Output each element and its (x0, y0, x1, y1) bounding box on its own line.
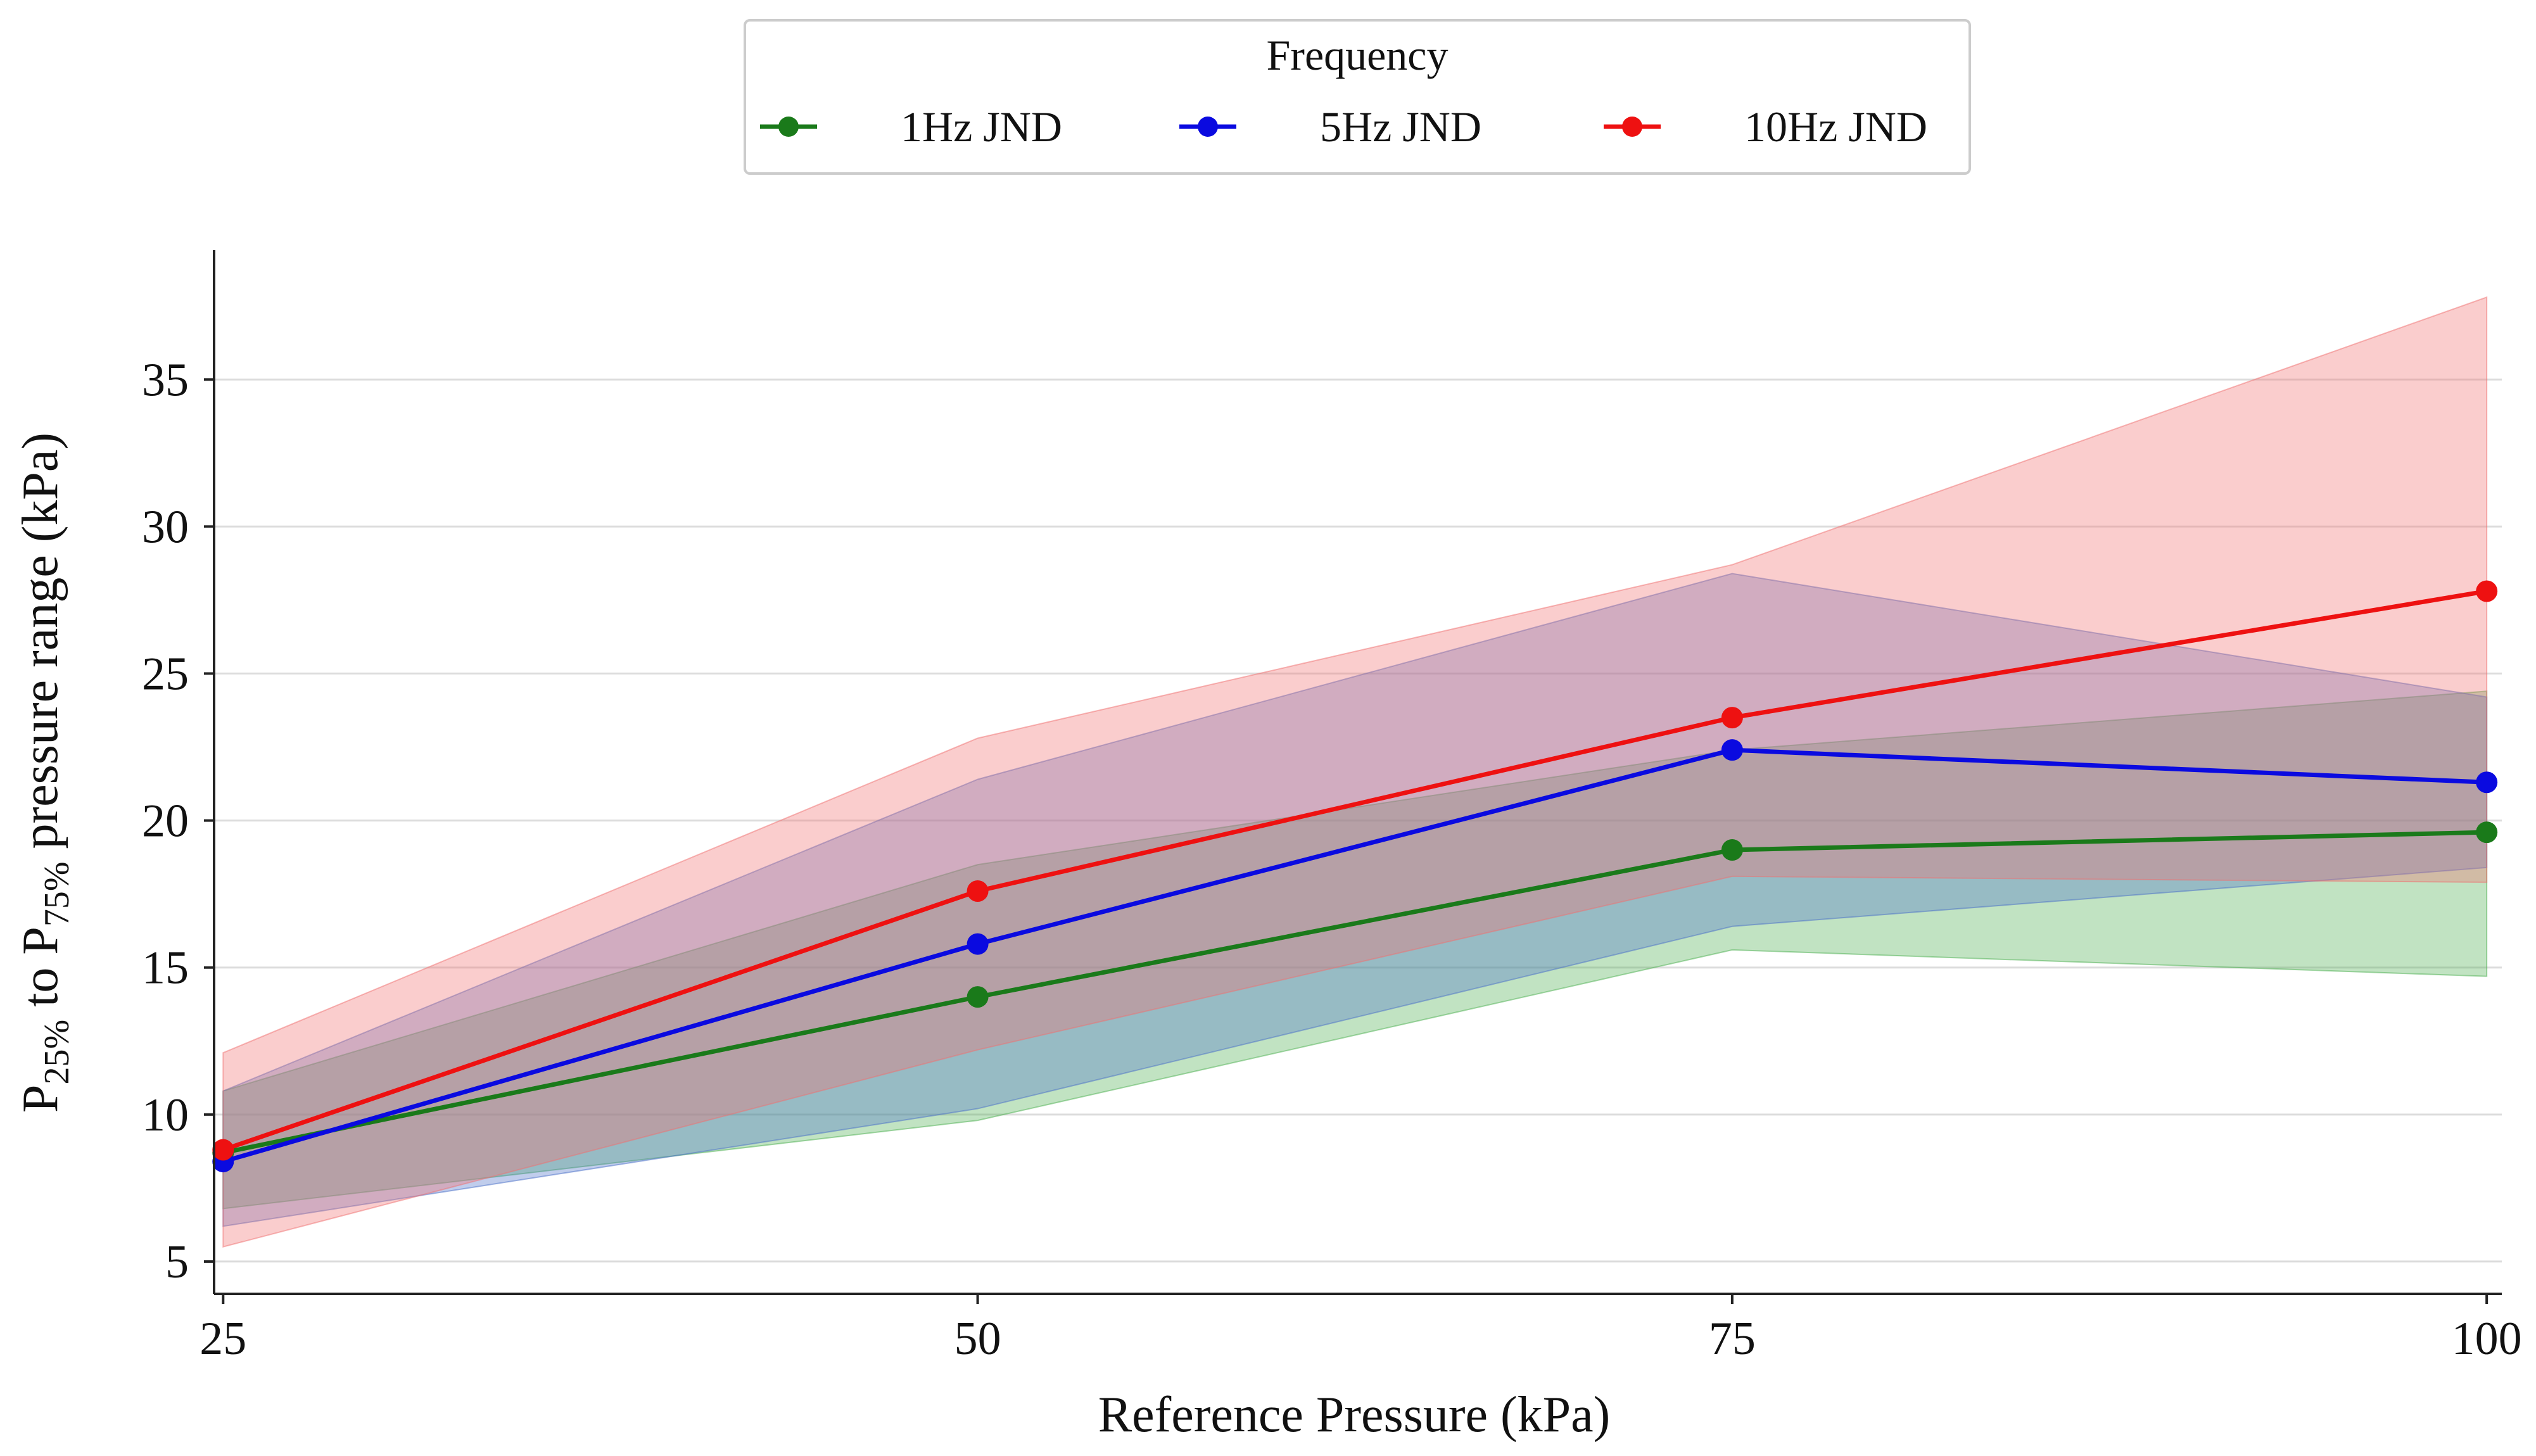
legend-label-5hz-jnd: 5Hz JND (1320, 103, 1481, 151)
y-ticks: 5 10 15 20 25 30 35 (142, 354, 214, 1288)
legend-marker-5hz-jnd (1198, 117, 1218, 137)
legend: Frequency 1Hz JND 5Hz JND 10Hz JND (744, 19, 1971, 175)
legend-marker-1hz-jnd (778, 117, 799, 137)
line-5hz-jnd (222, 747, 2487, 1164)
y-tick-label-35: 35 (142, 354, 189, 406)
point-10hz-jnd-50 (967, 880, 989, 902)
x-ticks: 25 50 75 100 (200, 1294, 2522, 1365)
y-tick-label-10: 10 (142, 1089, 189, 1141)
x-tick-label-25: 25 (200, 1313, 246, 1365)
y-axis-title-p: P (13, 1085, 68, 1113)
x-tick-label-50: 50 (954, 1313, 1001, 1365)
legend-label-10hz-jnd: 10Hz JND (1744, 103, 1927, 151)
legend-label-1hz-jnd: 1Hz JND (901, 103, 1062, 151)
y-tick-label-5: 5 (165, 1236, 189, 1288)
y-axis-title-p2: P (13, 927, 68, 955)
y-tick-label-25: 25 (142, 648, 189, 700)
x-tick-label-75: 75 (1709, 1313, 1756, 1365)
legend-title: Frequency (1266, 31, 1448, 79)
point-10hz-jnd-100 (2476, 580, 2498, 602)
point-1hz-jnd-100 (2476, 821, 2498, 844)
x-axis-title: Reference Pressure (kPa) (1098, 1387, 1611, 1443)
confidence-bands (222, 296, 2488, 1248)
series-points (212, 580, 2498, 1173)
y-axis-title-rest: pressure range (kPa) (13, 433, 68, 862)
line-10hz-jnd (222, 589, 2487, 1152)
legend-box (744, 19, 1971, 175)
x-tick-label-100: 100 (2452, 1313, 2522, 1365)
band-10hz-jnd (222, 296, 2488, 1248)
y-axis-title: P25% to P75% pressure range (kPa) (13, 433, 77, 1113)
point-10hz-jnd-75 (1721, 707, 1743, 729)
y-tick-label-30: 30 (142, 501, 189, 553)
point-1hz-jnd-50 (967, 986, 989, 1008)
point-1hz-jnd-75 (1721, 839, 1743, 861)
y-tick-label-15: 15 (142, 942, 189, 994)
point-5hz-jnd-75 (1721, 739, 1743, 761)
band-1hz-jnd (222, 690, 2488, 1210)
legend-marker-10hz-jnd (1622, 117, 1642, 137)
point-10hz-jnd-25 (212, 1139, 234, 1161)
point-5hz-jnd-50 (967, 933, 989, 955)
y-tick-label-20: 20 (142, 795, 189, 847)
line-1hz-jnd (222, 830, 2487, 1155)
gridlines (214, 378, 2502, 1263)
y-axis-title-sub-75: 75% (37, 861, 77, 927)
y-axis-title-to: to (13, 955, 68, 1020)
y-axis-title-sub-25: 25% (37, 1020, 77, 1085)
legend-entries: 1Hz JND 5Hz JND 10Hz JND (760, 103, 1927, 151)
point-5hz-jnd-100 (2476, 771, 2498, 794)
series-lines (222, 589, 2487, 1164)
